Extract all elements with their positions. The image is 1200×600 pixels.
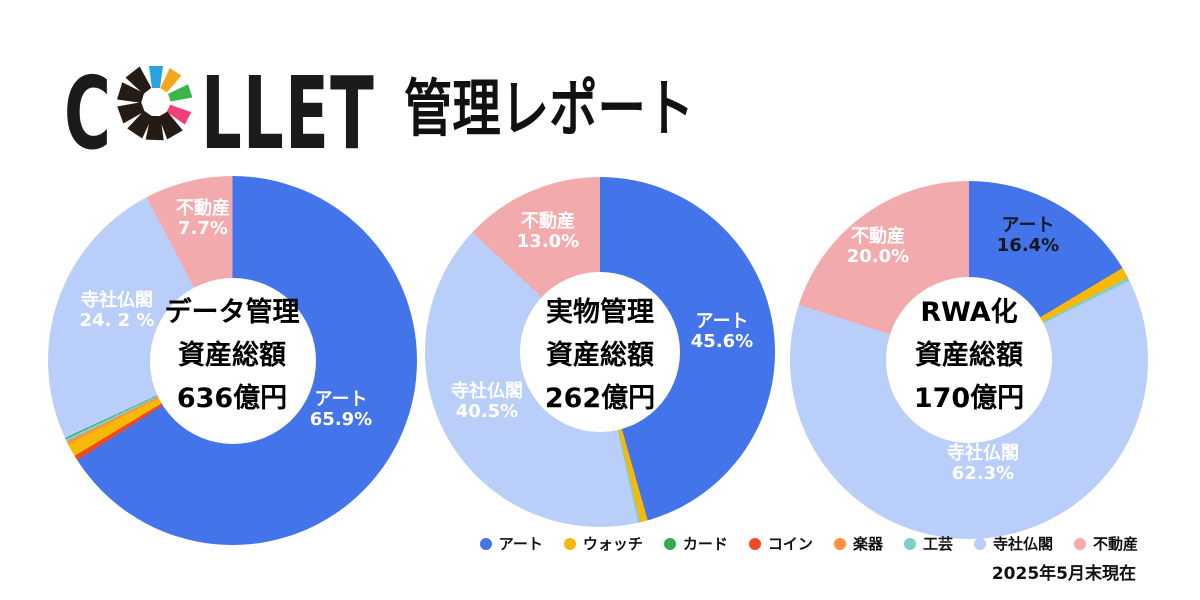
slice-label: 寺社仏閣	[947, 443, 1019, 464]
slice-percent: 7.7%	[178, 218, 228, 239]
logo-spoke-dark	[125, 66, 152, 95]
legend-label: 不動産	[1092, 535, 1138, 553]
logo-spoke-dark	[117, 82, 145, 103]
slice-label: 寺社仏閣	[80, 290, 153, 311]
chart3-temple-label: 寺社仏閣 62.3%	[947, 444, 1019, 484]
chart1-center-line3: 636億円	[176, 383, 288, 414]
slice-label: アート	[695, 311, 749, 332]
watch-color-dot-icon	[563, 537, 576, 550]
logo-letter-c: C	[64, 55, 113, 172]
chart1-realestate-label: 不動産 7.7%	[176, 199, 230, 239]
donut-hole	[886, 277, 1052, 443]
chart3-center-label: RWA化 資産総額 170億円	[849, 291, 1089, 420]
slice-percent: 20.0%	[846, 246, 910, 267]
chart2-center-label: 実物管理 資産総額 262億円	[480, 291, 720, 420]
realestate-color-dot-icon	[1073, 537, 1086, 550]
logo-spoke-pink	[166, 104, 192, 125]
slice-percent: 24. 2 %	[79, 310, 155, 331]
slice-percent: 13.0%	[516, 231, 580, 252]
legend-label: コイン	[767, 535, 813, 553]
card-color-dot-icon	[663, 537, 676, 550]
chart2-center-line1: 実物管理	[546, 297, 654, 328]
collet-logo-burst-icon	[117, 66, 193, 141]
chart3-center-line3: 170億円	[913, 383, 1025, 414]
chart-legend: アート ウォッチ カード コイン 楽器 工芸 寺社仏閣 不動産	[479, 533, 1138, 554]
slice-percent: 16.4%	[996, 235, 1060, 256]
chart1-center-line1: データ管理	[164, 297, 300, 328]
chart1-art-label: アート 65.9%	[310, 390, 372, 430]
legend-label: アート	[498, 535, 543, 553]
logo-spoke-sky	[149, 66, 163, 88]
instrument-color-dot-icon	[833, 537, 846, 550]
legend-label: ウォッチ	[582, 535, 643, 553]
slice-label: 不動産	[176, 198, 230, 219]
chart3-center-line2: 資産総額	[915, 340, 1023, 371]
donut-chart-rwa	[790, 181, 1148, 539]
legend-item-temple: 寺社仏閣	[973, 533, 1053, 554]
slice-percent: 65.9%	[309, 409, 373, 430]
legend-item-watch: ウォッチ	[563, 533, 643, 554]
legend-item-card: カード	[663, 533, 728, 554]
legend-label: カード	[682, 535, 728, 553]
art-color-dot-icon	[479, 537, 492, 550]
donut-chart-data-management	[48, 176, 417, 545]
as-of-date: 2025年5月末現在	[991, 564, 1136, 584]
slice-label: アート	[1001, 215, 1055, 236]
logo-spoke-green	[168, 84, 193, 102]
chart2-center-line3: 262億円	[544, 383, 656, 414]
logo-spoke-amber	[160, 67, 182, 93]
chart3-realestate-label: 不動産 20.0%	[847, 227, 909, 267]
legend-item-realestate: 不動産	[1073, 533, 1138, 554]
logo-spoke-dark	[117, 102, 145, 124]
legend-label: 寺社仏閣	[992, 535, 1053, 553]
slice-percent: 45.6%	[690, 331, 754, 352]
legend-item-craft: 工芸	[903, 533, 953, 554]
coin-color-dot-icon	[748, 537, 761, 550]
logo-spoke-dark	[127, 110, 153, 139]
logo-spoke-dark	[158, 111, 183, 140]
legend-item-instrument: 楽器	[833, 533, 883, 554]
donut-hole	[149, 277, 316, 444]
legend-item-art: アート	[479, 533, 543, 554]
slice-label: 寺社仏閣	[451, 381, 523, 402]
donut-chart-physical-management	[425, 177, 775, 527]
legend-label: 楽器	[852, 535, 883, 553]
slice-label: 不動産	[850, 226, 905, 247]
legend-item-coin: コイン	[748, 533, 813, 554]
chart1-center-label: データ管理 資産総額 636億円	[112, 291, 352, 420]
logo-letters-llet: LLET	[201, 55, 376, 172]
chart1-temple-label: 寺社仏閣 24. 2 %	[80, 291, 155, 331]
legend-label: 工芸	[922, 535, 953, 553]
chart3-art-label: アート 16.4%	[997, 216, 1059, 256]
chart2-art-label: アート 45.6%	[691, 312, 753, 352]
chart1-center-line2: 資産総額	[178, 340, 286, 371]
temple-color-dot-icon	[973, 537, 986, 550]
page-title: 管理レポート	[404, 72, 695, 145]
slice-label: 不動産	[520, 211, 575, 232]
craft-color-dot-icon	[903, 537, 916, 550]
slice-percent: 40.5%	[455, 401, 519, 422]
chart2-realestate-label: 不動産 13.0%	[517, 212, 579, 252]
chart3-center-line1: RWA化	[920, 297, 1018, 328]
slice-percent: 62.3%	[951, 463, 1015, 484]
logo-spoke-dark	[145, 115, 164, 141]
chart2-center-line2: 資産総額	[546, 340, 654, 371]
slice-label: アート	[314, 389, 368, 410]
chart2-temple-label: 寺社仏閣 40.5%	[451, 382, 523, 422]
donut-hole	[520, 272, 680, 432]
